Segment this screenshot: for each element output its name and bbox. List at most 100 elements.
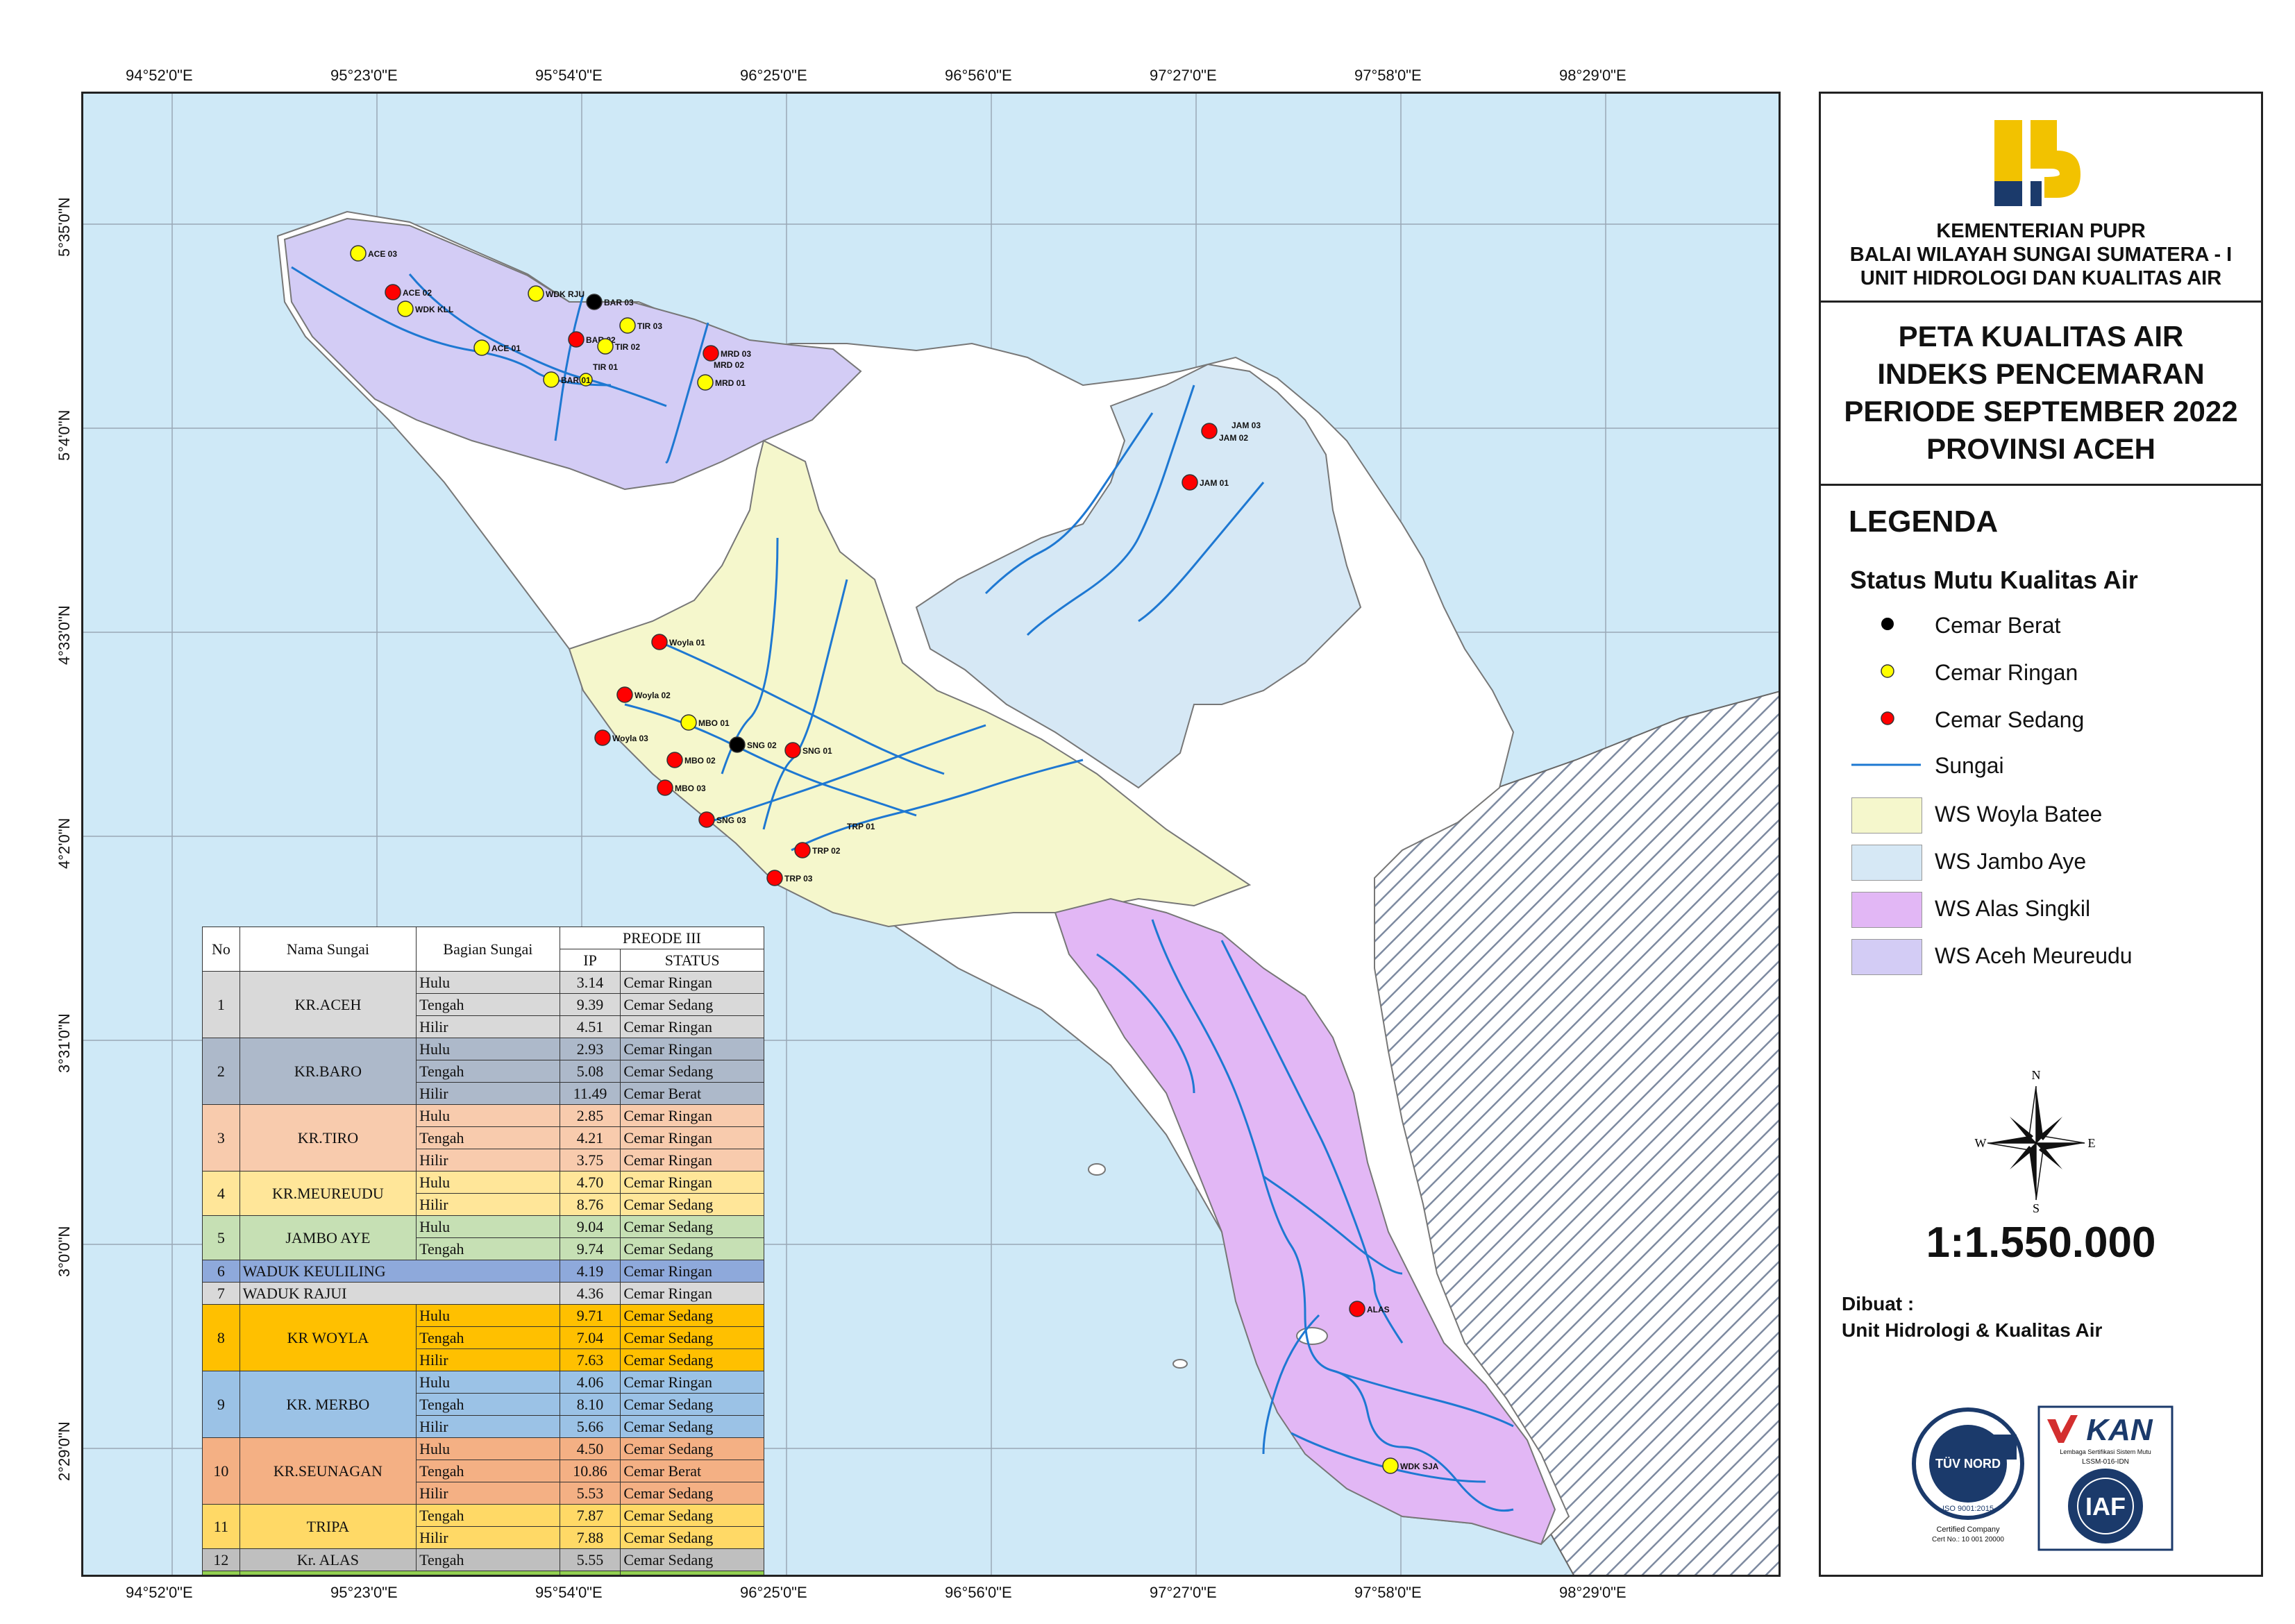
cell-no: 10	[202, 1437, 240, 1505]
station-mbo-03[interactable]	[657, 779, 673, 796]
th-no: No	[202, 927, 240, 972]
map-canvas[interactable]: ACE 03 ACE 02 WDK KLL ACE 01 WDK RJU BAR…	[83, 94, 1781, 1577]
credit-value: Unit Hidrologi & Kualitas Air	[1842, 1319, 2103, 1341]
station-mbo-02[interactable]	[666, 752, 683, 768]
y-tick-label: 5°4'0"N	[56, 409, 73, 461]
table-row: Tengah 7.04 Cemar Sedang	[203, 1326, 764, 1349]
svg-text:MRD 03: MRD 03	[721, 349, 751, 359]
station-woyla-02[interactable]	[616, 686, 633, 703]
station-mbo-01[interactable]	[680, 714, 697, 731]
cell-bagian: Hulu	[416, 1171, 560, 1194]
cell-bagian: Tengah	[416, 1126, 560, 1149]
cell-bagian: Hilir	[416, 1526, 560, 1549]
cell-ip: 5.66	[559, 1415, 621, 1438]
y-tick-label: 3°0'0"N	[56, 1226, 73, 1277]
station-tir-02[interactable]	[597, 338, 614, 355]
table-row: 12 Kr. ALAS Tengah 5.55 Cemar Sedang	[202, 1548, 764, 1571]
station-jam-01[interactable]	[1182, 474, 1198, 491]
map-frame[interactable]: ACE 03 ACE 02 WDK KLL ACE 01 WDK RJU BAR…	[81, 92, 1781, 1577]
legend-cemar-berat: Cemar Berat	[1935, 613, 2061, 638]
station-bar-02[interactable]	[568, 331, 585, 348]
station-mrd-03[interactable]	[703, 345, 719, 362]
cell-ip: 3.14	[559, 971, 621, 994]
cell-bagian: Tengah	[416, 1237, 560, 1260]
cell-status: Cemar Ringan	[620, 1371, 764, 1394]
svg-text:MBO 02: MBO 02	[684, 756, 716, 766]
ws-jambo-swatch	[1851, 845, 1922, 881]
cell-ip: 10.86	[559, 1460, 621, 1482]
cell-status: Cemar Berat	[620, 1460, 764, 1482]
table-row: 10 KR.SEUNAGAN Hulu 4.50 Cemar Sedang	[202, 1437, 764, 1505]
cell-bagian: Hulu	[416, 1371, 560, 1394]
cell-ip: 5.08	[559, 1060, 621, 1083]
cell-no: 4	[202, 1171, 240, 1216]
cell-ip: 5.53	[559, 1482, 621, 1505]
station-sng-01[interactable]	[784, 742, 801, 759]
station-tir-01[interactable]	[579, 373, 593, 387]
cell-ip: 8.10	[559, 1393, 621, 1416]
cell-nama-sungai: WADUK KEULILING	[239, 1260, 560, 1283]
cell-status: Cemar Sedang	[620, 1482, 764, 1505]
cell-ip: 2.85	[559, 1104, 621, 1127]
cell-bagian: Hilir	[416, 1193, 560, 1216]
cell-bagian: Tengah	[416, 1326, 560, 1349]
station-woyla-01[interactable]	[651, 634, 668, 650]
svg-text:WDK KLL: WDK KLL	[415, 305, 453, 314]
credit-label: Dibuat :	[1842, 1293, 1915, 1314]
cell-nama-sungai: JAMBO AYE	[239, 1215, 417, 1260]
cell-nama-sungai: KR.SEUNAGAN	[239, 1437, 417, 1505]
map-title-line-2: INDEKS PENCEMARAN	[1877, 357, 2205, 390]
station-wdk-sja[interactable]	[1382, 1457, 1399, 1474]
station-tir-03[interactable]	[619, 317, 636, 334]
station-ace-02[interactable]	[385, 284, 401, 301]
cell-ip: 7.87	[559, 1504, 621, 1527]
island	[1172, 1359, 1188, 1369]
legend-cemar-ringan: Cemar Ringan	[1935, 660, 2078, 685]
station-trp-03[interactable]	[766, 870, 783, 886]
cell-status: Cemar Ringan	[620, 1149, 764, 1172]
svg-text:E: E	[2088, 1136, 2096, 1150]
table-row: 1 KR.ACEH Hulu 3.14 Cemar Ringan	[202, 971, 764, 1038]
cell-nama-sungai: KR.ACEH	[239, 971, 417, 1038]
map-title-line-1: PETA KUALITAS AIR	[1898, 320, 2184, 353]
svg-text:TÜV NORD: TÜV NORD	[1935, 1457, 2001, 1471]
svg-text:TIR 02: TIR 02	[615, 342, 640, 352]
cell-status: Cemar Sedang	[620, 1415, 764, 1438]
station-sng-02[interactable]	[729, 736, 746, 753]
station-mrd-01[interactable]	[697, 374, 714, 391]
cell-ip: 8.76	[559, 1193, 621, 1216]
cell-bagian: Hulu	[416, 1304, 560, 1327]
station-wdk-kll[interactable]	[397, 301, 414, 317]
ws-woyla-swatch	[1851, 797, 1922, 834]
station-alas[interactable]	[1349, 1301, 1365, 1317]
cell-status: Cemar Ringan	[620, 1126, 764, 1149]
station-bar-01[interactable]	[543, 371, 560, 388]
station-bar-03[interactable]	[586, 294, 603, 310]
cell-status: Cemar Ringan	[620, 971, 764, 994]
table-row: Hilir 7.63 Cemar Sedang	[203, 1348, 764, 1371]
svg-text:Woyla 02: Woyla 02	[634, 691, 671, 700]
cell-status: Cemar Sedang	[620, 1526, 764, 1549]
cell-ip: 9.71	[559, 1304, 621, 1327]
legend-heading: LEGENDA	[1849, 505, 1999, 539]
svg-text:Woyla 01: Woyla 01	[669, 638, 705, 648]
divider	[1821, 484, 2261, 486]
cell-no: 2	[202, 1038, 240, 1105]
station-jam-03[interactable]	[1201, 423, 1218, 439]
table-row: 5 JAMBO AYE Hulu 9.04 Cemar Sedang	[202, 1215, 764, 1260]
cemar-sedang-symbol	[1881, 711, 1894, 725]
station-woyla-03[interactable]	[594, 729, 611, 746]
cell-bagian: Hulu	[416, 1038, 560, 1060]
station-trp-02[interactable]	[794, 842, 811, 858]
cell-no: 3	[202, 1104, 240, 1172]
station-sng-03[interactable]	[698, 811, 715, 828]
table-row: Tengah 10.86 Cemar Berat	[203, 1460, 764, 1482]
table-row: Hilir 4.51 Cemar Ringan	[203, 1015, 764, 1038]
cell-nama-sungai: KR.BARO	[239, 1038, 417, 1105]
station-wdk-rju[interactable]	[528, 285, 544, 302]
station-ace-03[interactable]	[350, 245, 367, 262]
cell-bagian: Hilir	[416, 1348, 560, 1371]
table-row: 7 WADUK RAJUI 4.36 Cemar Ringan	[202, 1282, 764, 1305]
table-row: Tengah 9.74 Cemar Sedang	[203, 1237, 764, 1260]
station-ace-01[interactable]	[473, 339, 490, 356]
